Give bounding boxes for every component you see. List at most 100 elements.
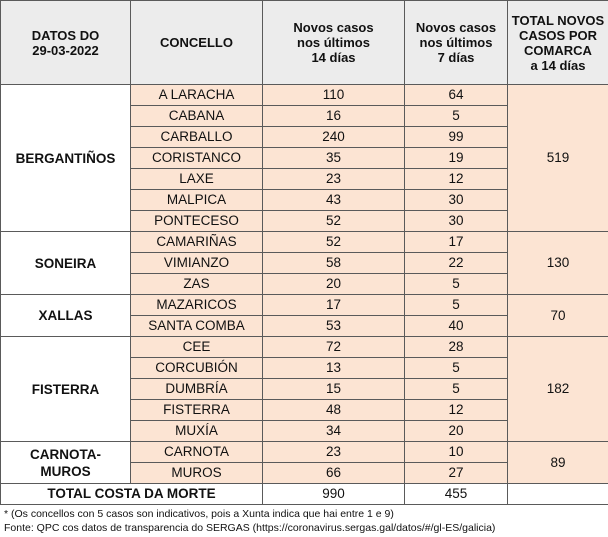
total-empty bbox=[507, 483, 608, 505]
cases-7-cell: 10 bbox=[404, 441, 508, 463]
cases-14-cell: 52 bbox=[262, 231, 405, 253]
table-body: BERGANTIÑOS A LARACHA 110 64 519 CABANA 16 5 CAR… bbox=[0, 84, 608, 505]
concello-cell: DUMBRÍA bbox=[130, 378, 263, 400]
comarca-total-cell: 70 bbox=[507, 294, 608, 337]
header-row: DATOS DO 29-03-2022 CONCELLO Novos casos n… bbox=[0, 0, 608, 85]
cases-7-cell: 30 bbox=[404, 189, 508, 211]
cases-7-cell: 20 bbox=[404, 420, 508, 442]
notes: * (Os concellos con 5 casos son indicati… bbox=[0, 505, 608, 535]
table-row: SONEIRA CAMARIÑAS 52 17 130 bbox=[0, 231, 608, 295]
cases-14-cell: 52 bbox=[262, 210, 405, 232]
comarca-cell: BERGANTIÑOS bbox=[0, 84, 131, 232]
table-row: DUMBRÍA 15 5 bbox=[1, 378, 608, 400]
column-header: Novos casos nos últimos 7 días bbox=[404, 0, 508, 85]
concello-cell: MUXÍA bbox=[130, 420, 263, 442]
cases-14-cell: 23 bbox=[262, 441, 405, 463]
table-row: CABANA 16 5 bbox=[1, 105, 608, 127]
table-row: ZAS 20 5 bbox=[1, 273, 608, 295]
comarca-total-cell: 182 bbox=[507, 336, 608, 442]
table-row: VIMIANZO 58 22 bbox=[1, 252, 608, 274]
cases-7-cell: 5 bbox=[404, 378, 508, 400]
cases-7-cell: 12 bbox=[404, 399, 508, 421]
concello-cell: CARBALLO bbox=[130, 126, 263, 148]
cases-7-cell: 27 bbox=[404, 462, 508, 484]
total-label: TOTAL COSTA DA MORTE bbox=[0, 483, 263, 505]
comarca-total-cell: 519 bbox=[507, 84, 608, 232]
cases-14-cell: 48 bbox=[262, 399, 405, 421]
cases-7-cell: 5 bbox=[404, 294, 508, 316]
table-row: CARBALLO 240 99 bbox=[1, 126, 608, 148]
column-header: Novos casos nos últimos 14 días bbox=[262, 0, 405, 85]
cases-7-cell: 19 bbox=[404, 147, 508, 169]
cases-7-cell: 99 bbox=[404, 126, 508, 148]
cases-7-cell: 40 bbox=[404, 315, 508, 337]
concello-cell: CARNOTA bbox=[130, 441, 263, 463]
concello-cell: FISTERRA bbox=[130, 399, 263, 421]
cases-14-cell: 16 bbox=[262, 105, 405, 127]
comarca-cell: FISTERRA bbox=[0, 336, 131, 442]
cases-7-cell: 28 bbox=[404, 336, 508, 358]
comarca-cell: SONEIRA bbox=[0, 231, 131, 295]
table-row: CORCUBIÓN 13 5 bbox=[1, 357, 608, 379]
table-row: PONTECESO 52 30 bbox=[1, 210, 608, 232]
concello-cell: LAXE bbox=[130, 168, 263, 190]
concello-cell: MUROS bbox=[130, 462, 263, 484]
column-header: TOTAL NOVOS CASOS POR COMARCA a 14 días bbox=[507, 0, 608, 85]
table-row: LAXE 23 12 bbox=[1, 168, 608, 190]
comarca-total-cell: 89 bbox=[507, 441, 608, 484]
table-row: XALLAS MAZARICOS 17 5 70 bbox=[0, 294, 608, 337]
cases-7-cell: 17 bbox=[404, 231, 508, 253]
cases-7-cell: 30 bbox=[404, 210, 508, 232]
note-line: * (Os concellos con 5 casos son indicati… bbox=[4, 508, 394, 520]
table-row: MUXÍA 34 20 bbox=[1, 420, 608, 442]
table-row: SANTA COMBA 53 40 bbox=[1, 315, 608, 337]
total-14: 990 bbox=[262, 483, 405, 505]
cases-table: DATOS DO 29-03-2022 CONCELLO Novos casos n… bbox=[0, 0, 608, 505]
table-row: FISTERRA CEE 72 28 182 bbox=[0, 336, 608, 442]
comarca-cell: XALLAS bbox=[0, 294, 131, 337]
concello-cell: VIMIANZO bbox=[130, 252, 263, 274]
concello-cell: A LARACHA bbox=[130, 84, 263, 106]
cases-14-cell: 15 bbox=[262, 378, 405, 400]
cases-14-cell: 23 bbox=[262, 168, 405, 190]
table-row: CARNOTA- MUROS CARNOTA 23 10 89 bbox=[0, 441, 608, 484]
total-row: TOTAL COSTA DA MORTE 990 455 bbox=[0, 483, 608, 505]
cases-14-cell: 58 bbox=[262, 252, 405, 274]
cases-14-cell: 35 bbox=[262, 147, 405, 169]
cases-14-cell: 53 bbox=[262, 315, 405, 337]
concello-cell: PONTECESO bbox=[130, 210, 263, 232]
cases-14-cell: 240 bbox=[262, 126, 405, 148]
cases-14-cell: 66 bbox=[262, 462, 405, 484]
comarca-total-cell: 130 bbox=[507, 231, 608, 295]
note-line: Fonte: QPC cos datos de transparencia do… bbox=[4, 522, 496, 534]
cases-7-cell: 5 bbox=[404, 273, 508, 295]
cases-14-cell: 34 bbox=[262, 420, 405, 442]
concello-cell: MALPICA bbox=[130, 189, 263, 211]
concello-cell: SANTA COMBA bbox=[130, 315, 263, 337]
cases-7-cell: 5 bbox=[404, 105, 508, 127]
concello-cell: CORISTANCO bbox=[130, 147, 263, 169]
column-header: CONCELLO bbox=[130, 0, 263, 85]
table-row: BERGANTIÑOS A LARACHA 110 64 519 bbox=[0, 84, 608, 232]
concello-cell: CAMARIÑAS bbox=[130, 231, 263, 253]
cases-7-cell: 5 bbox=[404, 357, 508, 379]
cases-14-cell: 72 bbox=[262, 336, 405, 358]
cases-7-cell: 64 bbox=[404, 84, 508, 106]
column-header: DATOS DO 29-03-2022 bbox=[0, 0, 131, 85]
concello-cell: CEE bbox=[130, 336, 263, 358]
table-row: CORISTANCO 35 19 bbox=[1, 147, 608, 169]
concello-cell: ZAS bbox=[130, 273, 263, 295]
concello-cell: CABANA bbox=[130, 105, 263, 127]
cases-7-cell: 12 bbox=[404, 168, 508, 190]
cases-14-cell: 17 bbox=[262, 294, 405, 316]
concello-cell: MAZARICOS bbox=[130, 294, 263, 316]
concello-cell: CORCUBIÓN bbox=[130, 357, 263, 379]
comarca-cell: CARNOTA- MUROS bbox=[0, 441, 131, 484]
total-7: 455 bbox=[404, 483, 508, 505]
cases-7-cell: 22 bbox=[404, 252, 508, 274]
cases-14-cell: 20 bbox=[262, 273, 405, 295]
cases-14-cell: 43 bbox=[262, 189, 405, 211]
cases-14-cell: 13 bbox=[262, 357, 405, 379]
cases-14-cell: 110 bbox=[262, 84, 405, 106]
